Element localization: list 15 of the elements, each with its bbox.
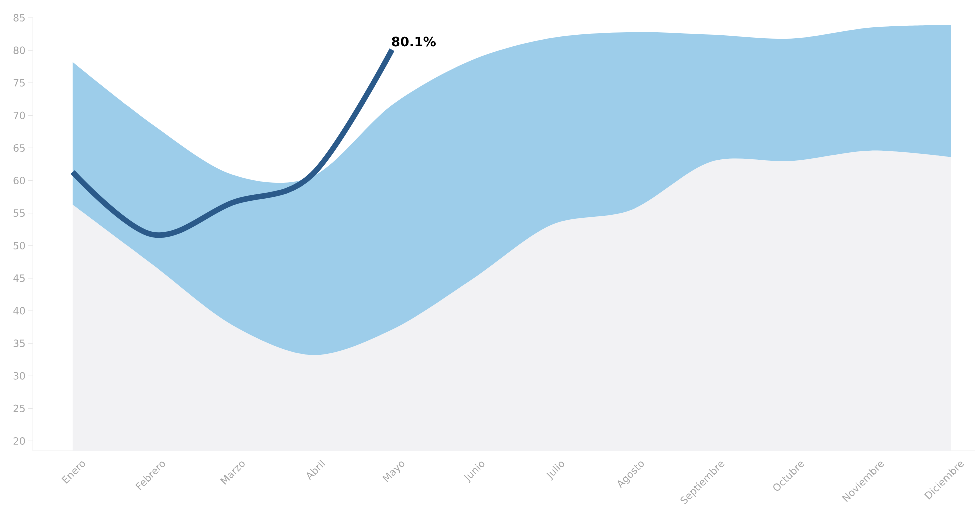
y-tick-label: 30: [14, 372, 26, 380]
y-tick-label: 35: [14, 340, 25, 348]
y-tick-label: 45: [14, 274, 25, 282]
y-tick-label: 20: [14, 437, 26, 445]
y-tick-label: 70: [14, 112, 26, 120]
y-tick-label: 85: [14, 14, 25, 22]
y-tick-label: 65: [14, 144, 25, 152]
y-tick-label: 60: [14, 176, 26, 185]
y-tick-label: 55: [14, 210, 25, 218]
y-tick-label: 40: [14, 307, 26, 315]
y-tick-label: 50: [14, 242, 26, 250]
data-label: 80.1%: [392, 36, 436, 47]
y-tick-label: 25: [14, 404, 25, 412]
y-tick-label: 75: [14, 79, 25, 87]
y-tick-label: 80: [14, 46, 26, 54]
